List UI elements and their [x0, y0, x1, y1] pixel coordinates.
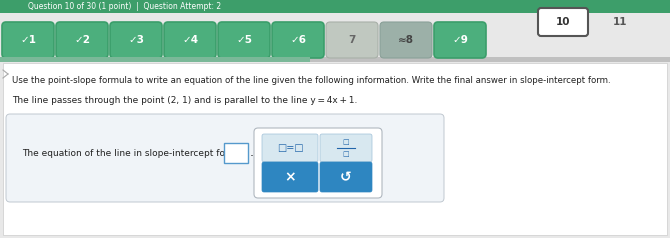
Text: □: □	[342, 139, 349, 145]
FancyBboxPatch shape	[3, 63, 667, 235]
FancyBboxPatch shape	[164, 22, 216, 58]
FancyBboxPatch shape	[218, 22, 270, 58]
Text: 10: 10	[555, 17, 570, 27]
Text: 7: 7	[348, 35, 356, 45]
Text: Question 10 of 30 (1 point)  |  Question Attempt: 2: Question 10 of 30 (1 point) | Question A…	[28, 2, 221, 11]
FancyBboxPatch shape	[254, 128, 382, 198]
Text: ×: ×	[284, 170, 296, 184]
FancyBboxPatch shape	[56, 22, 108, 58]
Text: ✓3: ✓3	[128, 35, 144, 45]
FancyBboxPatch shape	[6, 114, 444, 202]
FancyBboxPatch shape	[0, 57, 670, 62]
Text: □: □	[342, 151, 349, 157]
Text: .: .	[250, 147, 254, 159]
FancyBboxPatch shape	[320, 162, 372, 192]
FancyBboxPatch shape	[272, 22, 324, 58]
FancyBboxPatch shape	[262, 162, 318, 192]
FancyBboxPatch shape	[434, 22, 486, 58]
FancyBboxPatch shape	[0, 0, 670, 13]
Text: ✓9: ✓9	[452, 35, 468, 45]
Text: □=□: □=□	[277, 143, 304, 153]
FancyBboxPatch shape	[2, 22, 54, 58]
Text: ✓2: ✓2	[74, 35, 90, 45]
Text: ✓6: ✓6	[290, 35, 306, 45]
FancyBboxPatch shape	[262, 134, 318, 162]
FancyBboxPatch shape	[538, 8, 588, 36]
FancyBboxPatch shape	[380, 22, 432, 58]
Text: Use the point-slope formula to write an equation of the line given the following: Use the point-slope formula to write an …	[12, 76, 610, 85]
FancyBboxPatch shape	[0, 57, 310, 62]
Text: ✓4: ✓4	[182, 35, 198, 45]
FancyBboxPatch shape	[320, 134, 372, 162]
FancyBboxPatch shape	[224, 143, 248, 163]
FancyBboxPatch shape	[326, 22, 378, 58]
Text: ✓1: ✓1	[20, 35, 36, 45]
Text: 11: 11	[613, 17, 627, 27]
Text: ≈8: ≈8	[398, 35, 414, 45]
Text: ↺: ↺	[340, 170, 352, 184]
FancyBboxPatch shape	[110, 22, 162, 58]
Text: The line passes through the point (2, 1) and is parallel to the line y = 4x + 1.: The line passes through the point (2, 1)…	[12, 96, 357, 105]
Text: The equation of the line in slope-intercept form is: The equation of the line in slope-interc…	[22, 149, 247, 158]
Text: ✓5: ✓5	[236, 35, 252, 45]
